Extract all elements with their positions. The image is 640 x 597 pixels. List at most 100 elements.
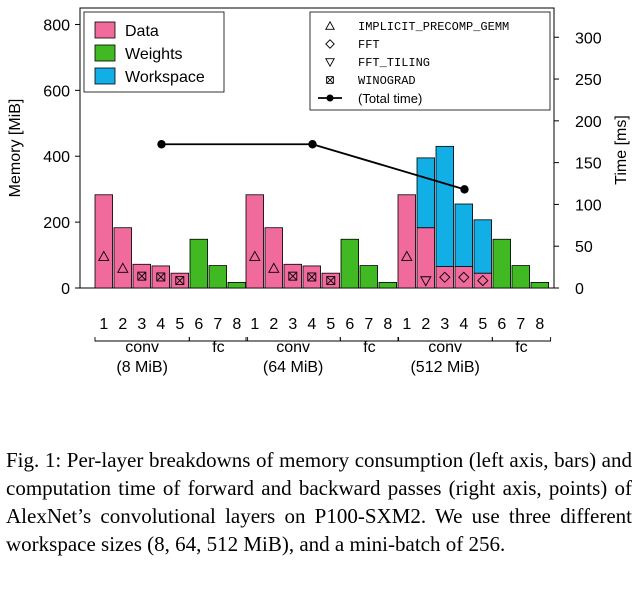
memory-time-chart: 0 200 400 600 800 0 50 100 150 200 250 300 Memory [M… xyxy=(7,7,630,376)
total-time-point xyxy=(460,185,469,194)
fc-bracket xyxy=(188,337,249,342)
right-axis-tick-label: 50 xyxy=(575,239,593,256)
legend-marker-boxed-x-cross xyxy=(326,76,334,84)
legend-line-dot xyxy=(326,94,334,102)
legend-label-algorithm: FFT xyxy=(358,38,380,52)
workspace-size-label: (64 MiB) xyxy=(263,359,323,376)
weights-bar xyxy=(530,281,550,289)
legend-marker-triangle-down xyxy=(325,58,335,68)
legend-marker-triangle-up xyxy=(325,20,335,30)
legend-marker-boxed-x xyxy=(326,76,334,84)
fc-bracket xyxy=(491,337,552,342)
algorithm-marker xyxy=(249,250,261,261)
legend-swatch-data xyxy=(94,21,116,39)
layer-tick-label: 4 xyxy=(459,316,468,333)
fc-group-label: fc xyxy=(363,339,375,356)
algorithm-marker xyxy=(477,274,489,287)
layer-tick-label: 4 xyxy=(156,316,165,333)
workspace-size-label: (512 MiB) xyxy=(410,359,479,376)
layer-tick-label: 5 xyxy=(175,316,184,333)
weights-bar xyxy=(378,281,398,289)
algorithm-marker-cross xyxy=(326,276,336,285)
layer-tick-label: 8 xyxy=(232,316,241,333)
weights-bar xyxy=(227,281,247,289)
conv-group-label: conv xyxy=(125,339,159,356)
legend-label-total-time: (Total time) xyxy=(358,91,422,106)
legend-right-box xyxy=(309,11,551,111)
data-bar xyxy=(454,266,474,289)
workspace-bar xyxy=(454,203,474,267)
right-axis-label: Time [ms] xyxy=(613,115,630,185)
layer-tick-label: 1 xyxy=(402,316,411,333)
layer-tick-label: 6 xyxy=(497,316,506,333)
weights-bar xyxy=(340,238,360,289)
layer-tick-label: 8 xyxy=(535,316,544,333)
right-axis-tick-label: 250 xyxy=(575,72,602,89)
right-axis-tick-label: 300 xyxy=(575,30,602,47)
data-bar xyxy=(113,227,133,289)
algorithm-marker-cross xyxy=(307,272,317,282)
conv-group-label: conv xyxy=(428,339,462,356)
layer-tick-label: 2 xyxy=(421,316,430,333)
algorithm-marker xyxy=(156,272,166,282)
data-bar xyxy=(245,194,265,289)
algorithm-marker-cross xyxy=(137,271,147,281)
weights-bar xyxy=(492,238,512,289)
legend-label-weights: Weights xyxy=(125,46,183,63)
right-axis-tick-label: 200 xyxy=(575,114,602,131)
workspace-bar xyxy=(416,157,436,229)
layer-tick-label: 3 xyxy=(440,316,449,333)
algorithm-marker-cross xyxy=(175,276,185,285)
algorithm-marker-cross xyxy=(288,271,298,281)
legend-label-algorithm: WINOGRAD xyxy=(358,74,416,88)
algorithm-marker xyxy=(268,262,280,273)
data-bar xyxy=(416,227,436,289)
algorithm-marker xyxy=(288,271,298,281)
layer-tick-label: 6 xyxy=(194,316,203,333)
data-bar xyxy=(264,227,284,289)
layer-tick-label: 5 xyxy=(478,316,487,333)
left-axis-tick-label: 0 xyxy=(61,281,70,298)
layer-tick-label: 1 xyxy=(250,316,259,333)
layer-tick-label: 2 xyxy=(269,316,278,333)
algorithm-marker xyxy=(420,276,432,287)
legend-label-data: Data xyxy=(125,23,159,40)
legend-label-algorithm: FFT_TILING xyxy=(358,56,430,70)
legend-label-algorithm: IMPLICIT_PRECOMP_GEMM xyxy=(358,20,509,34)
fc-group-label: fc xyxy=(515,339,527,356)
workspace-bar xyxy=(473,219,493,274)
algorithm-marker xyxy=(137,271,147,281)
layer-tick-label: 2 xyxy=(118,316,127,333)
algorithm-marker xyxy=(117,262,129,273)
figure-caption: Fig. 1: Per-layer breakdowns of memory c… xyxy=(6,448,632,556)
data-bar xyxy=(435,266,455,289)
algorithm-marker xyxy=(458,271,470,283)
fc-bracket xyxy=(339,337,400,342)
layer-tick-label: 7 xyxy=(213,316,222,333)
fc-group-label: fc xyxy=(212,339,224,356)
right-axis-tick-label: 0 xyxy=(575,281,584,298)
legend-swatch-weights xyxy=(94,44,116,62)
layer-tick-label: 5 xyxy=(326,316,335,333)
layer-tick-label: 4 xyxy=(307,316,316,333)
layer-tick-label: 6 xyxy=(345,316,354,333)
total-time-point xyxy=(157,140,166,149)
left-axis-label: Memory [MiB] xyxy=(7,99,24,198)
left-axis-tick-label: 800 xyxy=(43,17,70,34)
legend-marker-diamond xyxy=(325,39,335,49)
left-axis-tick-label: 600 xyxy=(43,83,70,100)
layer-tick-label: 7 xyxy=(364,316,373,333)
layer-tick-label: 1 xyxy=(99,316,108,333)
total-time-point xyxy=(308,140,317,149)
layer-tick-label: 3 xyxy=(137,316,146,333)
algorithm-marker xyxy=(98,250,110,261)
left-axis-tick-label: 200 xyxy=(43,215,70,232)
layer-tick-label: 8 xyxy=(383,316,392,333)
legend-swatch-workspace xyxy=(94,67,116,85)
algorithm-marker xyxy=(307,272,317,282)
weights-bar xyxy=(511,265,531,289)
algorithm-marker xyxy=(326,276,336,286)
algorithm-marker xyxy=(175,276,185,286)
algorithm-marker xyxy=(401,250,413,261)
algorithm-marker-cross xyxy=(156,272,166,282)
